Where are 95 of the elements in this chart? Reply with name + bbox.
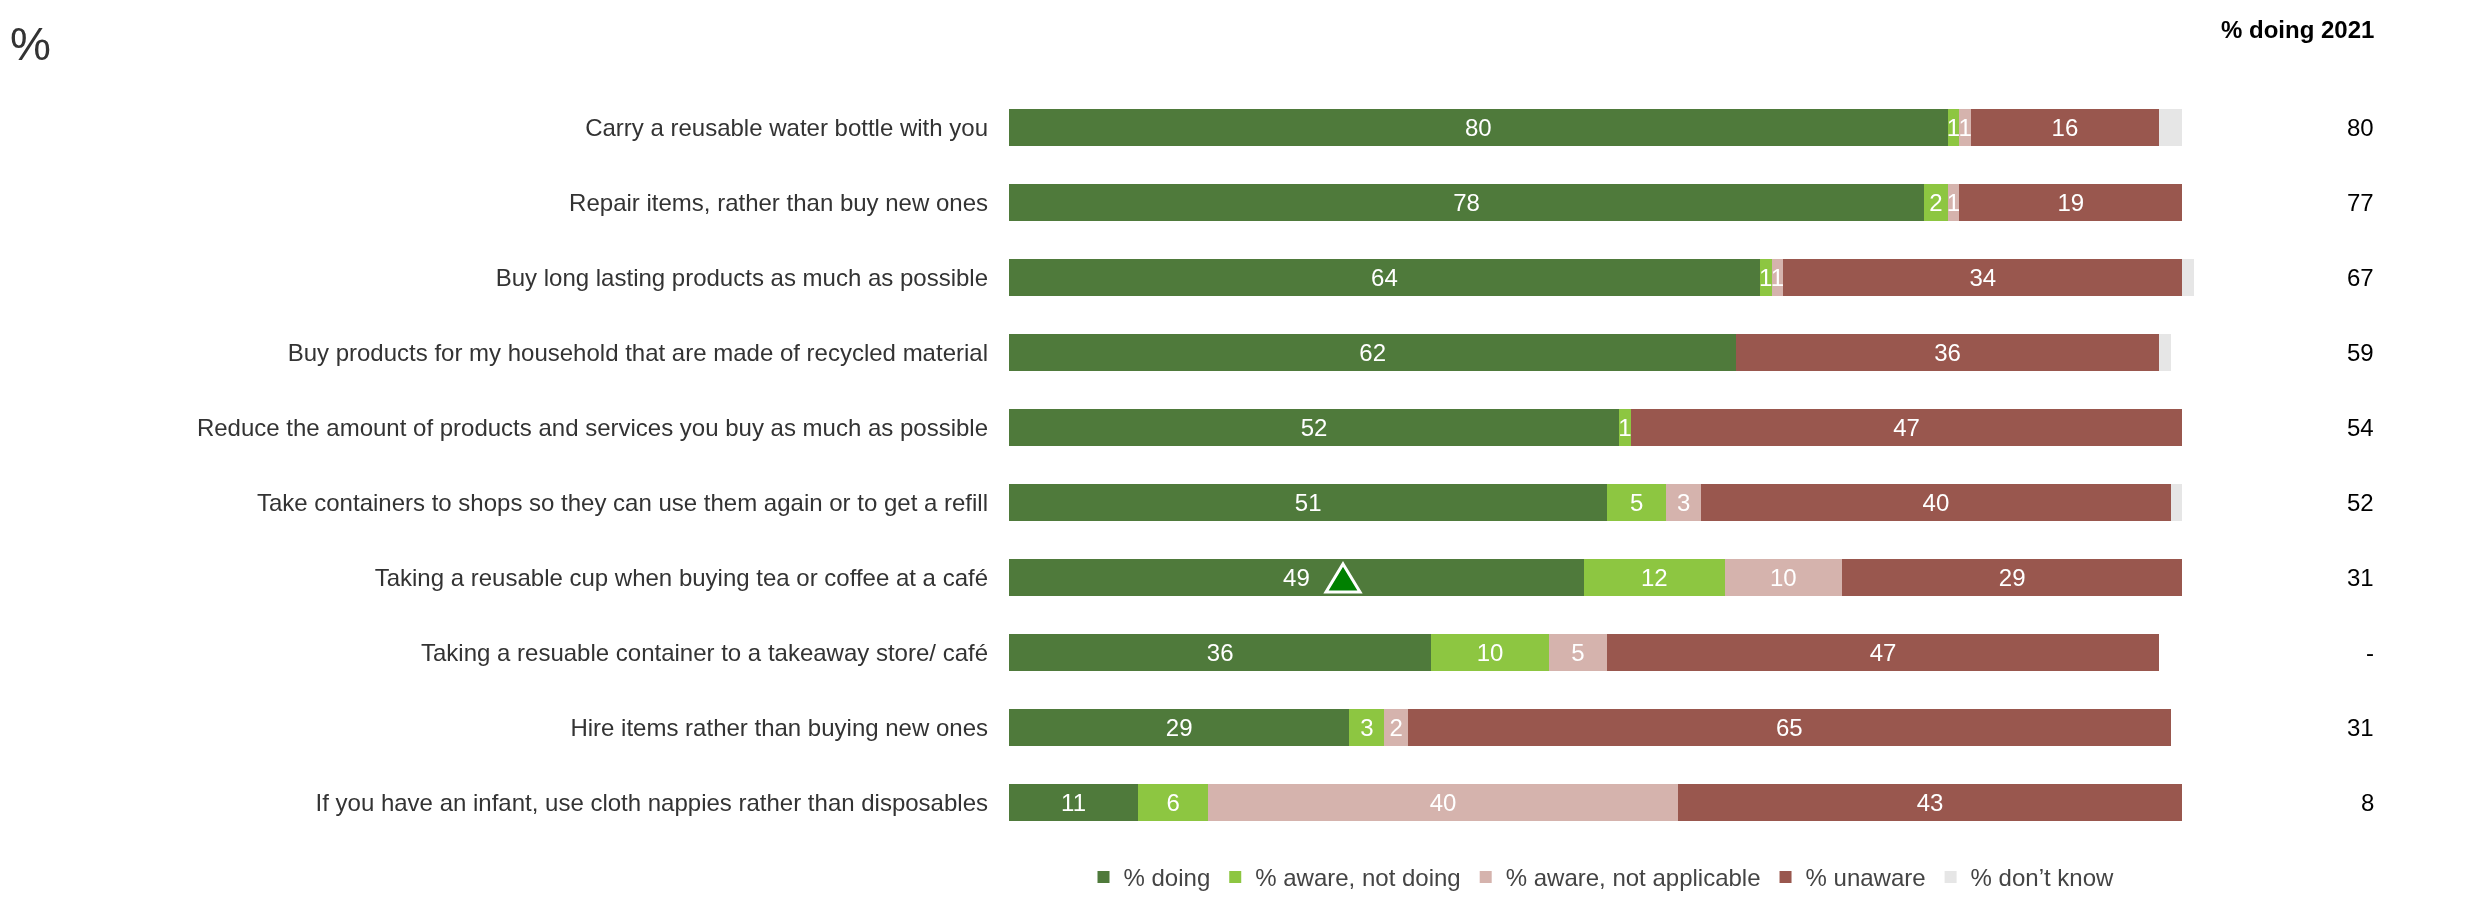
data-label: 5 <box>1571 639 1585 666</box>
bar <box>1607 633 2159 672</box>
legend-label: % aware, not applicable <box>1505 864 1761 892</box>
y-tick-label: Buy products for my household that are made of recycled material <box>287 338 988 366</box>
bar <box>1138 783 1209 822</box>
data-label: 36 <box>1206 639 1234 666</box>
bar <box>2170 483 2183 522</box>
legend-label: % aware, not doing <box>1255 864 1461 892</box>
legend-label: % doing <box>1123 864 1211 892</box>
bar <box>2158 333 2171 372</box>
data-label: 47 <box>1893 414 1920 441</box>
y-tick-label: Take containers to shops so they can use them again or to get a refill <box>256 488 988 516</box>
data-label: 80 <box>1464 114 1492 141</box>
y-tick-label: Hire items rather than buying new ones <box>570 713 988 741</box>
bar <box>1208 783 1678 822</box>
data-label: 43 <box>1916 789 1944 816</box>
text: 54 <box>2347 414 2374 441</box>
bar <box>1630 408 2183 447</box>
data-label: 29 <box>1165 714 1193 741</box>
data-label: 6 <box>1166 789 1180 816</box>
bar <box>1724 558 1843 597</box>
data-label: 11 <box>1061 789 1086 816</box>
bar <box>1009 333 1737 372</box>
bar <box>1009 558 1584 597</box>
legend-label: % unaware <box>1805 864 1926 892</box>
text: % <box>9 17 51 70</box>
bar <box>1701 483 2171 522</box>
y-tick-label: Taking a resuable container to a takeaway store/ café <box>421 638 988 666</box>
bar <box>1431 633 1549 672</box>
data-label: 52 <box>1300 414 1328 441</box>
y-tick-label: Repair items, rather than buy new ones <box>569 188 988 216</box>
text: 80 <box>2347 114 2374 141</box>
bar <box>1009 633 1432 672</box>
bar <box>1009 483 1608 522</box>
bar <box>1009 708 1350 747</box>
bar <box>1842 558 2183 597</box>
bar <box>1407 708 2171 747</box>
text: 8 <box>2361 789 2375 816</box>
data-label: 40 <box>1922 489 1950 516</box>
data-label: 1 <box>1759 264 1773 291</box>
y-tick-label: Carry a reusable water bottle with you <box>585 113 988 141</box>
bar <box>1971 108 2159 147</box>
text: 52 <box>2347 489 2374 516</box>
text: 31 <box>2347 714 2374 741</box>
data-label: 65 <box>1775 714 1803 741</box>
data-label: 2 <box>1389 714 1403 741</box>
data-label: 47 <box>1869 639 1897 666</box>
bar <box>1783 258 2183 297</box>
bar <box>1009 258 1760 297</box>
bar <box>2158 108 2183 147</box>
text: - <box>2366 639 2374 666</box>
data-label: 1 <box>1958 114 1972 141</box>
data-label: 1 <box>1770 264 1785 291</box>
data-label: 2 <box>1929 189 1943 216</box>
data-label: 12 <box>1640 564 1668 591</box>
data-label: 10 <box>1476 639 1504 666</box>
data-label: 16 <box>2051 114 2079 141</box>
y-tick-label: Buy long lasting products as much as possible <box>495 263 988 291</box>
text: 77 <box>2347 189 2374 216</box>
text: 31 <box>2347 564 2374 591</box>
data-label: 36 <box>1934 339 1961 366</box>
data-label: 40 <box>1429 789 1457 816</box>
bar <box>1959 183 2183 222</box>
text: 59 <box>2347 339 2374 366</box>
text: 67 <box>2347 264 2374 291</box>
data-label: 1 <box>1946 114 1961 141</box>
y-tick-label: Reduce the amount of products and services you buy as much as possible <box>196 413 988 441</box>
data-label: 3 <box>1360 714 1374 741</box>
data-label: 64 <box>1371 264 1398 291</box>
bar <box>1009 183 1925 222</box>
data-label: 49 <box>1283 564 1310 591</box>
data-label: 62 <box>1359 339 1387 366</box>
legend-label: % don’t know <box>1970 864 2115 892</box>
y-tick-label: If you have an infant, use cloth nappies rather than disposables <box>315 788 988 816</box>
data-label: 1 <box>1618 414 1632 441</box>
y-tick-label: Taking a reusable cup when buying tea or coffee at a café <box>374 563 988 591</box>
bar <box>1009 408 1620 447</box>
bar <box>1009 783 1139 822</box>
bar <box>1548 633 1608 672</box>
data-label: 51 <box>1294 489 1322 516</box>
data-label: 5 <box>1630 489 1644 516</box>
bar <box>1009 108 1948 147</box>
bar <box>2182 258 2194 297</box>
bar <box>1677 783 2183 822</box>
data-label: 78 <box>1453 189 1480 216</box>
bar <box>1736 333 2159 372</box>
text: % doing 2021 <box>2221 16 2375 43</box>
data-label: 19 <box>2057 189 2085 216</box>
data-label: 10 <box>1770 564 1797 591</box>
data-label: 34 <box>1969 264 1997 291</box>
data-label: 1 <box>1946 189 1961 216</box>
data-label: 29 <box>1998 564 2026 591</box>
bar <box>1583 558 1725 597</box>
data-label: 3 <box>1676 489 1691 516</box>
bar <box>1607 483 1667 522</box>
